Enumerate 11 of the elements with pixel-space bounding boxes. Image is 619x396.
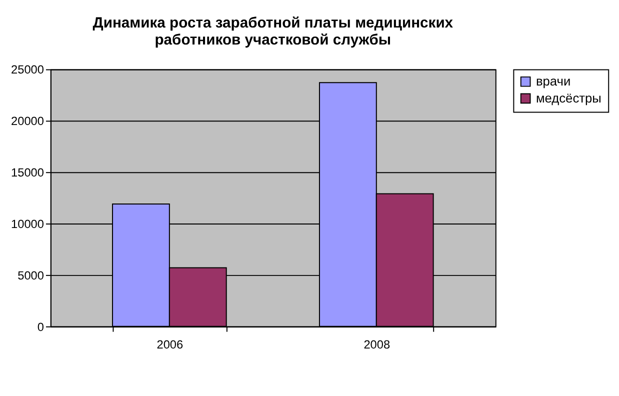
y-tick-label: 5000: [18, 268, 44, 282]
y-tick-label: 25000: [11, 62, 44, 77]
y-tick-label: 0: [37, 320, 44, 334]
x-tick-label: 2006: [156, 338, 184, 352]
legend-label: медсёстры: [536, 90, 602, 106]
legend-label: врачи: [536, 74, 571, 89]
x-tick-label: 2008: [364, 338, 390, 352]
chart-title: Динамика роста заработной платы медицинских работников участковой службы: [92, 16, 454, 49]
y-tick-label: 15000: [11, 166, 44, 180]
y-tick-label: 20000: [11, 114, 44, 128]
y-tick-label: 10000: [11, 216, 44, 231]
